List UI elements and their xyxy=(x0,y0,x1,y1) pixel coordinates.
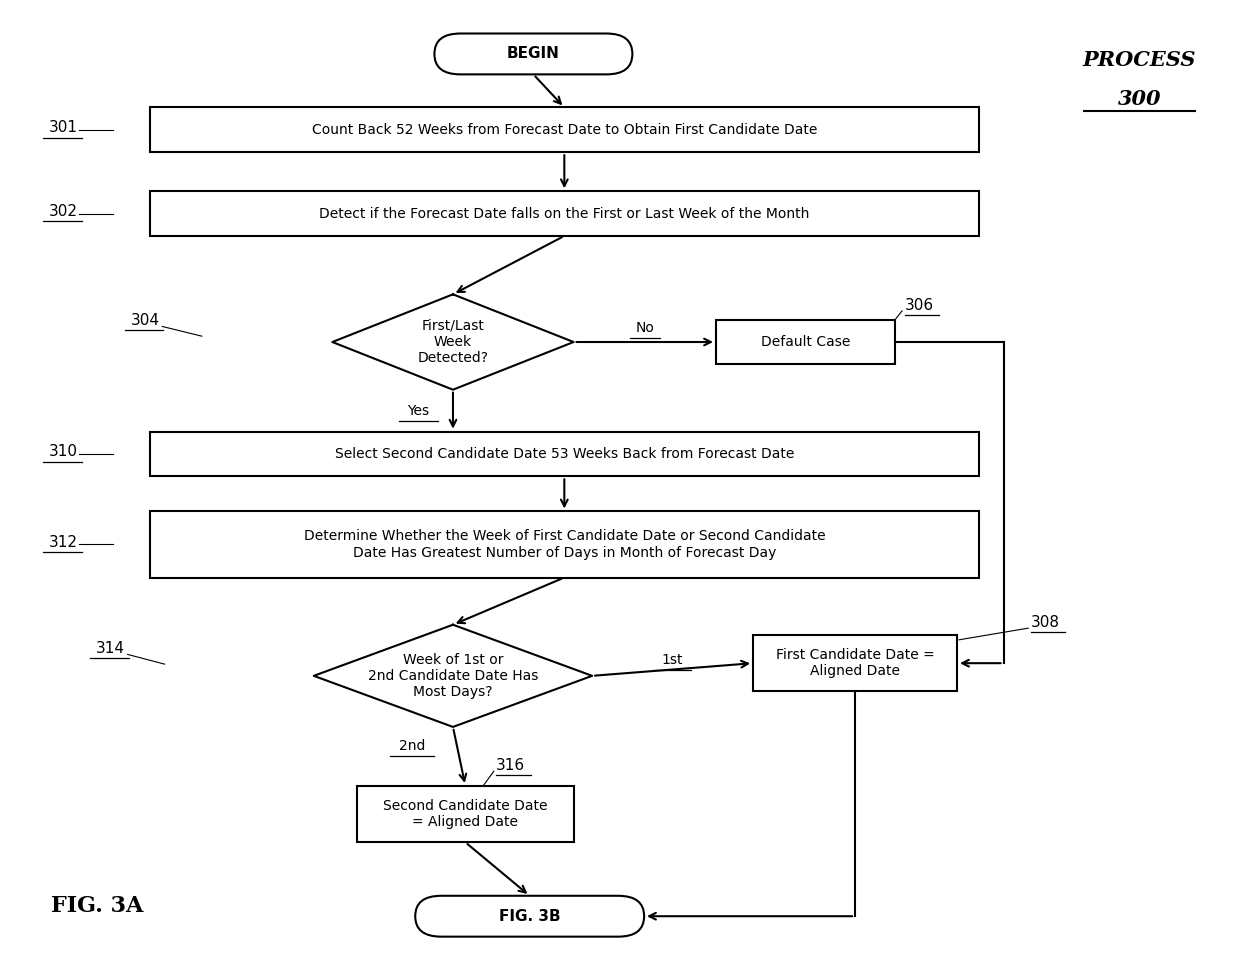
FancyBboxPatch shape xyxy=(415,896,644,937)
Text: Detect if the Forecast Date falls on the First or Last Week of the Month: Detect if the Forecast Date falls on the… xyxy=(319,207,810,221)
Text: 316: 316 xyxy=(496,758,526,773)
Text: Select Second Candidate Date 53 Weeks Back from Forecast Date: Select Second Candidate Date 53 Weeks Ba… xyxy=(335,447,794,461)
Text: PROCESS: PROCESS xyxy=(1083,50,1197,69)
Text: 306: 306 xyxy=(904,298,934,312)
Text: Week of 1st or
2nd Candidate Date Has
Most Days?: Week of 1st or 2nd Candidate Date Has Mo… xyxy=(368,653,538,699)
Text: Default Case: Default Case xyxy=(761,335,851,349)
Text: 301: 301 xyxy=(50,120,78,136)
FancyBboxPatch shape xyxy=(150,107,978,152)
FancyBboxPatch shape xyxy=(434,33,632,74)
Text: 314: 314 xyxy=(97,641,125,656)
Text: FIG. 3A: FIG. 3A xyxy=(51,896,144,917)
Text: 2nd: 2nd xyxy=(399,740,425,753)
FancyBboxPatch shape xyxy=(715,319,895,364)
Text: First Candidate Date =
Aligned Date: First Candidate Date = Aligned Date xyxy=(776,648,935,678)
FancyBboxPatch shape xyxy=(753,635,957,691)
Text: 300: 300 xyxy=(1118,89,1162,108)
FancyBboxPatch shape xyxy=(357,786,574,842)
Text: BEGIN: BEGIN xyxy=(507,47,559,61)
Text: 312: 312 xyxy=(50,535,78,550)
Text: 308: 308 xyxy=(1030,615,1060,630)
Text: 304: 304 xyxy=(130,313,160,328)
Text: Yes: Yes xyxy=(407,404,429,418)
FancyBboxPatch shape xyxy=(150,431,978,476)
Text: FIG. 3B: FIG. 3B xyxy=(498,909,560,923)
Text: First/Last
Week
Detected?: First/Last Week Detected? xyxy=(418,319,489,365)
Text: Determine Whether the Week of First Candidate Date or Second Candidate
Date Has : Determine Whether the Week of First Cand… xyxy=(304,529,825,559)
Text: 1st: 1st xyxy=(662,653,683,668)
Text: No: No xyxy=(635,321,655,336)
Text: 310: 310 xyxy=(50,444,78,460)
FancyBboxPatch shape xyxy=(150,511,978,578)
FancyBboxPatch shape xyxy=(150,191,978,236)
Text: Count Back 52 Weeks from Forecast Date to Obtain First Candidate Date: Count Back 52 Weeks from Forecast Date t… xyxy=(311,123,817,137)
Text: 302: 302 xyxy=(50,204,78,219)
Text: Second Candidate Date
= Aligned Date: Second Candidate Date = Aligned Date xyxy=(383,799,548,830)
